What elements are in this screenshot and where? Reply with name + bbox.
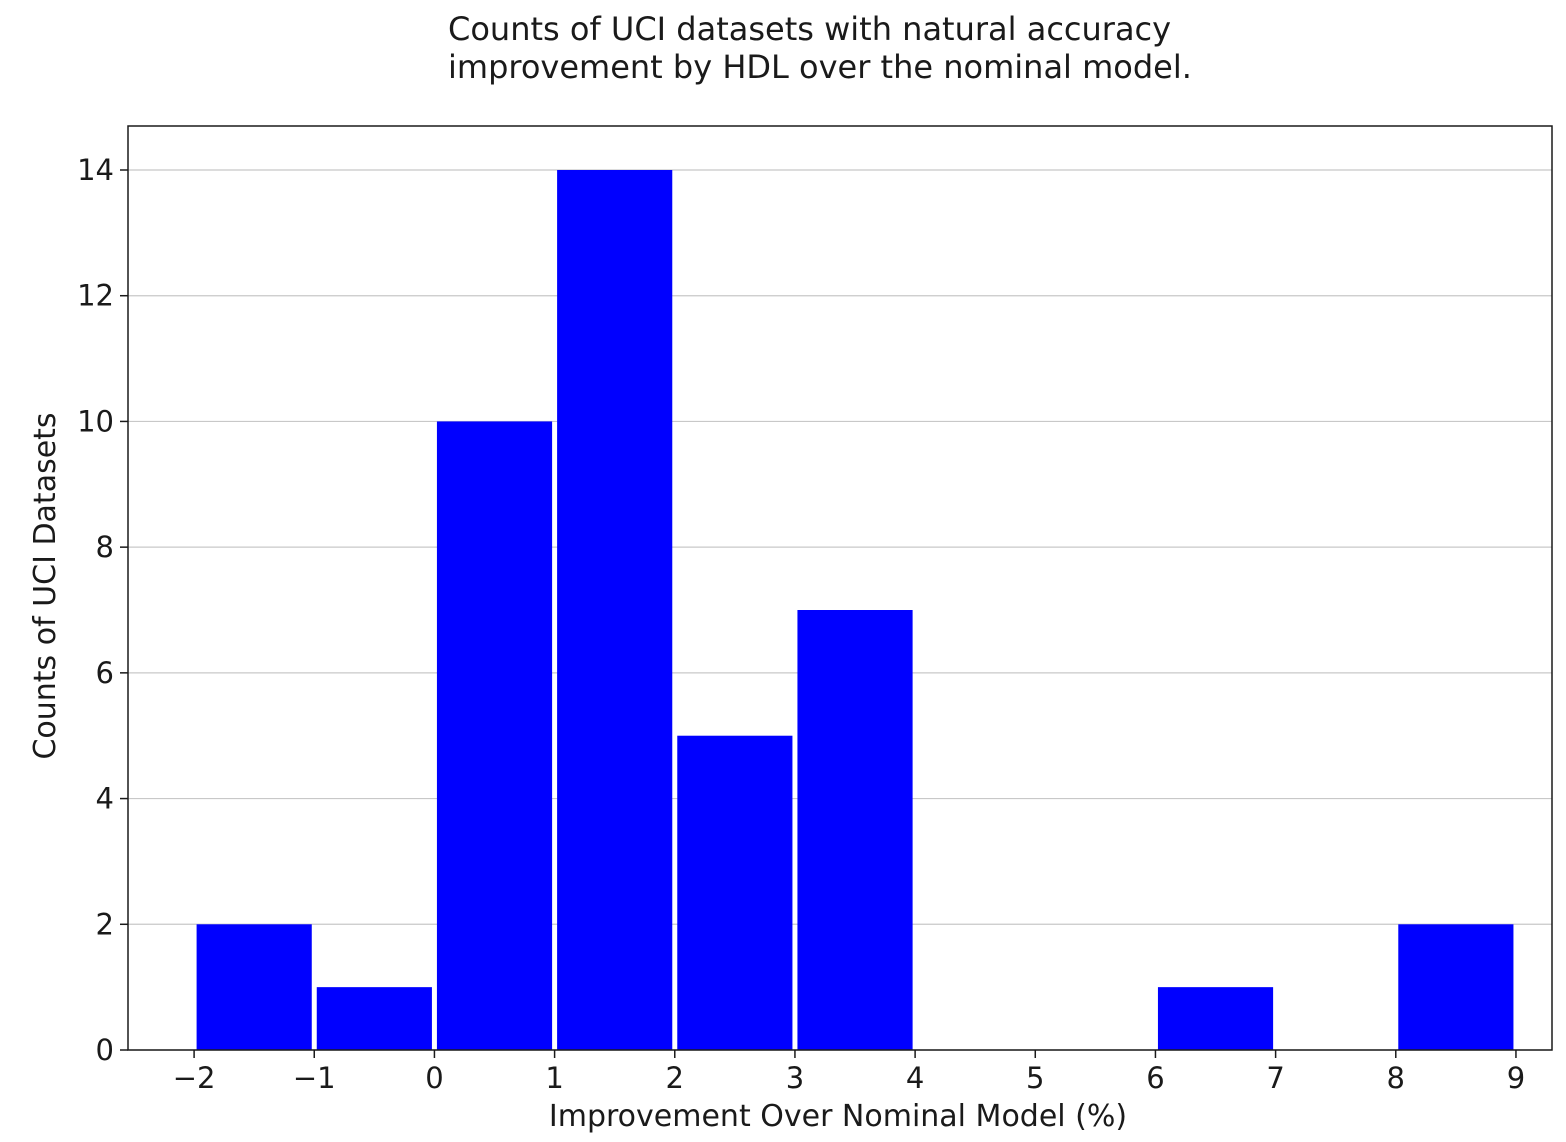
y-tick-label: 2	[96, 907, 114, 941]
plot-frame	[127, 125, 1553, 1051]
y-tick-label: 10	[77, 404, 114, 438]
x-tick-label: 6	[1146, 1061, 1164, 1095]
histogram-bar	[557, 170, 673, 1050]
histogram-bar	[1157, 987, 1274, 1050]
y-tick-label: 12	[77, 279, 114, 313]
y-tick-label: 6	[96, 656, 114, 690]
x-tick-label: 8	[1387, 1061, 1405, 1095]
histogram-bar	[196, 924, 312, 1050]
y-tick-label: 0	[96, 1033, 114, 1067]
y-tick-label: 14	[77, 153, 114, 187]
x-tick-label: −2	[173, 1061, 216, 1095]
y-tick-label: 8	[96, 530, 114, 564]
x-tick-label: 4	[906, 1061, 924, 1095]
x-tick-label: 3	[786, 1061, 804, 1095]
x-axis-ticks: −2 −1 0 1 2 3 4 5 6 7 8 9	[173, 1050, 1525, 1095]
x-tick-label: 1	[545, 1061, 563, 1095]
x-tick-label: 0	[425, 1061, 443, 1095]
y-tick-label: 4	[96, 782, 114, 816]
chart-title-line-1: Counts of UCI datasets with natural accu…	[448, 10, 1172, 48]
chart-title-line-2: improvement by HDL over the nominal mode…	[448, 48, 1192, 86]
x-tick-label: 7	[1266, 1061, 1284, 1095]
x-tick-label: −1	[293, 1061, 336, 1095]
x-tick-label: 9	[1507, 1061, 1525, 1095]
y-axis-ticks: 0 2 4 6 8 10 12 14	[77, 153, 128, 1067]
y-axis-label: Counts of UCI Datasets	[28, 412, 63, 759]
histogram-bar	[436, 421, 553, 1050]
histogram-bar	[316, 987, 432, 1050]
histogram-bar	[1398, 924, 1514, 1050]
bars	[196, 170, 1514, 1050]
x-tick-label: 5	[1026, 1061, 1044, 1095]
histogram-bar	[797, 610, 913, 1050]
chart-title: Counts of UCI datasets with natural accu…	[448, 10, 1448, 86]
x-tick-label: 2	[666, 1061, 684, 1095]
histogram-bar	[677, 735, 793, 1050]
x-axis-label: Improvement Over Nominal Model (%)	[549, 1099, 1127, 1134]
